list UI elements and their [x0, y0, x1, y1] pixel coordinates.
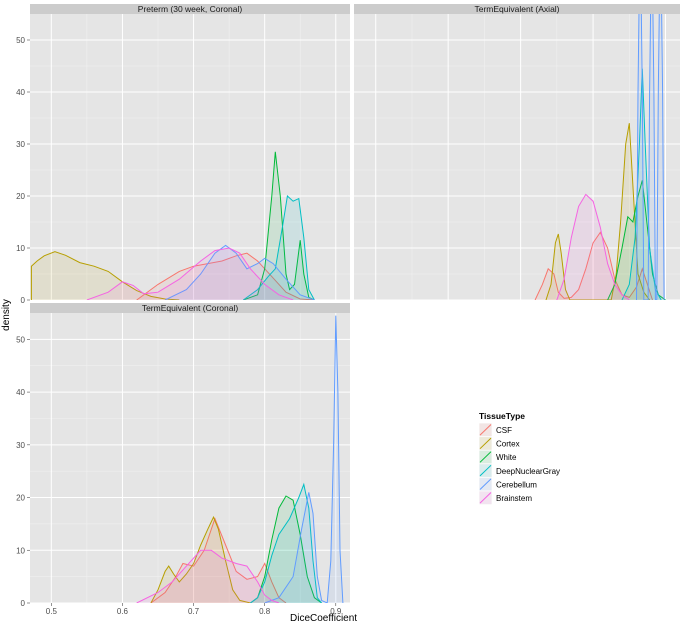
- density-line-white: [250, 495, 322, 603]
- y-tick-label: 40: [16, 388, 25, 397]
- y-tick-label: 0: [21, 599, 26, 608]
- x-tick-label: 0.7: [188, 607, 200, 616]
- legend-label: DeepNuclearGray: [496, 467, 560, 476]
- legend-key-line: [479, 437, 492, 450]
- density-line-deepnucleargray: [243, 195, 315, 300]
- density-areas: [136, 315, 344, 603]
- density-fill-brainstem: [556, 194, 630, 300]
- legend-item-cortex: Cortex: [478, 436, 520, 451]
- panel-3: TermEquivalent (Coronal) 0 10 20 30 40 50 0.5 0.…: [16, 303, 350, 616]
- panel-title: TermEquivalent (Axial): [474, 4, 559, 14]
- density-fill-brainstem: [136, 550, 279, 603]
- legend-item-deepnucleargray: DeepNuclearGray: [478, 463, 560, 478]
- density-fill-cerebellum: [636, 14, 665, 300]
- density-fill-cerebellum: [165, 245, 315, 300]
- density-areas: [30, 151, 315, 300]
- panel-strip: [30, 303, 350, 313]
- density-line-brainstem: [86, 247, 294, 300]
- legend-key-line: [479, 478, 492, 490]
- y-tick-label: 30: [16, 140, 25, 149]
- density-fill-cortex: [31, 251, 180, 300]
- panel-1: Preterm (30 week, Coronal) 0 10 20 30 40 50: [16, 4, 350, 305]
- legend-item-white: White: [478, 449, 517, 465]
- density-line-deepnucleargray: [250, 482, 322, 603]
- legend-key-line: [479, 451, 492, 463]
- y-tick-label: 50: [16, 36, 25, 45]
- y-tick-label: 30: [16, 441, 25, 450]
- gridlines: [30, 14, 350, 301]
- density-line-cortex: [30, 251, 180, 300]
- y-axis-title: density: [1, 299, 12, 331]
- density-fill-csf: [150, 518, 286, 603]
- x-tick-label: 0.8: [259, 607, 271, 616]
- x-tick-label: 0.6: [117, 607, 129, 616]
- y-tick-label: 0: [21, 296, 26, 305]
- plot-background: [30, 14, 350, 300]
- legend-label: Cerebellum: [496, 480, 537, 489]
- y-tick-label: 10: [16, 546, 25, 555]
- gridlines: [354, 14, 680, 301]
- gridlines: [30, 313, 350, 604]
- density-fill-cortex: [150, 517, 251, 603]
- density-line-csf: [136, 252, 315, 300]
- plot-background: [354, 14, 680, 300]
- density-line-white: [243, 151, 315, 300]
- density-line-csf: [150, 517, 287, 603]
- y-tick-label: 10: [16, 244, 25, 253]
- legend-label: Cortex: [496, 440, 520, 449]
- legend-key-line: [479, 424, 492, 436]
- density-fill-deepnucleargray: [622, 68, 662, 300]
- legend-label: White: [496, 453, 517, 462]
- density-line-brainstem: [556, 193, 630, 300]
- x-tick-label: 0.9: [330, 607, 342, 616]
- density-fill-deepnucleargray: [250, 484, 322, 603]
- legend-item-csf: CSF: [478, 422, 512, 437]
- density-fill-csf: [535, 232, 653, 300]
- density-fill-cortex: [546, 123, 650, 300]
- density-line-brainstem: [136, 549, 280, 603]
- y-tick-label: 20: [16, 192, 25, 201]
- legend-label: Brainstem: [496, 494, 532, 503]
- legend-key-line: [479, 464, 492, 477]
- panel-strip: [354, 4, 680, 14]
- panel-title: TermEquivalent (Coronal): [142, 303, 239, 313]
- legend-label: CSF: [496, 426, 512, 435]
- density-fill-cerebellum: [264, 315, 343, 603]
- density-fill-white: [250, 496, 322, 603]
- legend: TissueType CSF Cortex White DeepNuclearGray…: [478, 411, 560, 505]
- legend-item-cerebellum: Cerebellum: [478, 477, 537, 492]
- density-line-cerebellum: [264, 315, 344, 603]
- panel-2: TermEquivalent (Axial): [354, 4, 680, 301]
- y-tick-label: 50: [16, 335, 25, 344]
- axis-titles: DiceCoefficient density: [1, 299, 357, 624]
- x-axis-title: DiceCoefficient: [290, 613, 357, 624]
- legend-item-brainstem: Brainstem: [478, 490, 532, 505]
- legend-title: TissueType: [479, 411, 525, 421]
- density-line-cerebellum: [164, 244, 315, 300]
- x-tick-label: 0.5: [46, 607, 58, 616]
- y-tick-label: 20: [16, 494, 25, 503]
- density-areas: [534, 14, 666, 300]
- legend-items: CSF Cortex White DeepNuclearGray Cerebellum B…: [478, 422, 560, 505]
- density-fill-white: [243, 151, 315, 300]
- y-tick-label: 40: [16, 88, 25, 97]
- panels-layer: Preterm (30 week, Coronal)01020304050Ter…: [16, 4, 680, 616]
- panel-strip: [30, 4, 350, 14]
- density-fill-brainstem: [86, 248, 294, 300]
- panel-title: Preterm (30 week, Coronal): [138, 4, 243, 14]
- legend-key-line: [479, 492, 492, 504]
